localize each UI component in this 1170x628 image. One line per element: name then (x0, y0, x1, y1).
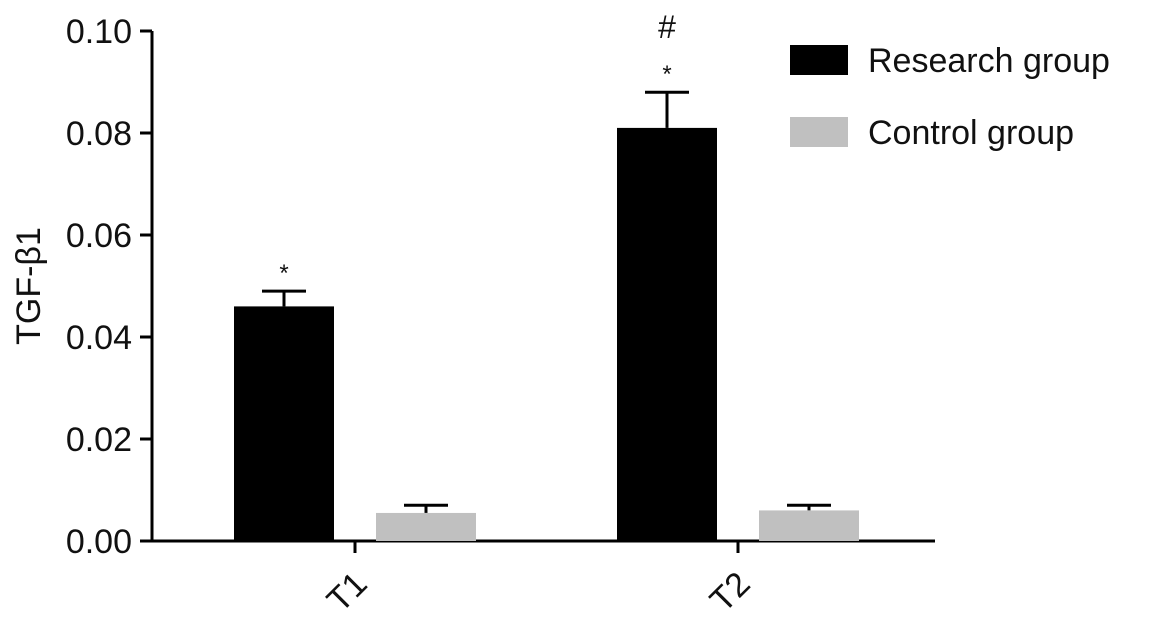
bar-research-t2 (617, 127, 717, 542)
significance-asterisk: * (279, 260, 288, 287)
legend-label: Research group (868, 42, 1110, 80)
y-tick-label: 0.00 (66, 523, 132, 561)
legend-swatch (790, 45, 848, 75)
y-tick-label: 0.10 (66, 13, 132, 51)
bar-research-t1 (234, 306, 334, 541)
y-tick-label: 0.04 (66, 319, 132, 357)
significance-hash: # (658, 9, 676, 45)
bars: * * # (234, 9, 859, 542)
x-tick-label: T2 (703, 565, 758, 620)
y-tick-label: 0.08 (66, 115, 132, 153)
legend-swatch (790, 117, 848, 147)
axes: 0.00 0.02 0.04 0.06 0.08 0.10 T1 T2 (66, 13, 935, 620)
significance-asterisk: * (662, 61, 671, 88)
legend: Research group Control group (790, 42, 1110, 152)
x-tick-label: T1 (320, 565, 375, 620)
bar-control-t1 (376, 512, 476, 541)
y-tick-label: 0.06 (66, 217, 132, 255)
bar-control-t2 (759, 510, 859, 541)
legend-label: Control group (868, 114, 1074, 152)
y-axis-label: TGF-β1 (10, 227, 48, 345)
y-tick-label: 0.02 (66, 421, 132, 459)
